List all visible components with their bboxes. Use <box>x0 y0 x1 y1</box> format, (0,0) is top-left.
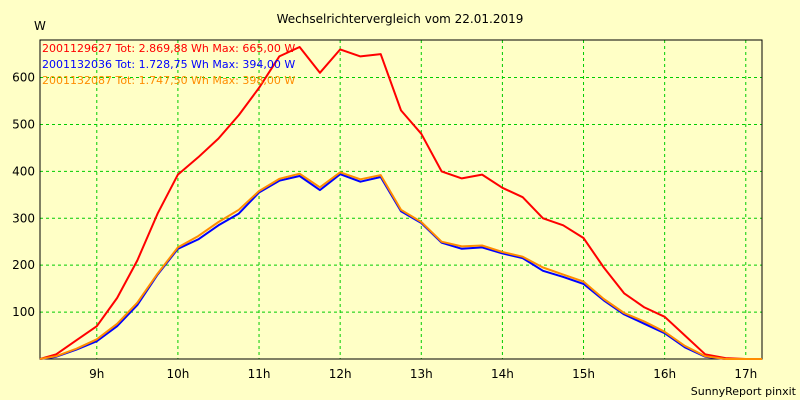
x-tick-label: 14h <box>491 367 514 381</box>
x-tick-label: 11h <box>248 367 271 381</box>
y-tick-label: 300 <box>12 211 35 225</box>
legend: 2001129627 Tot: 2.869,88 Wh Max: 665,00 … <box>42 42 295 87</box>
x-tick-label: 17h <box>734 367 757 381</box>
x-tick-label: 13h <box>410 367 433 381</box>
y-axis-label: W <box>34 19 46 33</box>
series-line-3 <box>39 171 762 360</box>
legend-entry-2: 2001132036 Tot: 1.728,75 Wh Max: 394,00 … <box>42 58 295 71</box>
series-line-1 <box>39 46 762 360</box>
plot-frame <box>39 39 763 360</box>
x-tick-label: 12h <box>329 367 352 381</box>
y-tick-label: 100 <box>12 305 35 319</box>
legend-entry-3: 2001132087 Tot: 1.747,50 Wh Max: 398,00 … <box>42 74 295 87</box>
y-tick-label: 600 <box>12 71 35 85</box>
x-tick-labels: 9h 10h 11h 12h 13h 14h 15h 16h 17h <box>89 367 757 381</box>
y-tick-label: 200 <box>12 258 35 272</box>
y-tick-labels: 100 200 300 400 500 600 <box>12 71 35 320</box>
x-tick-label: 16h <box>653 367 676 381</box>
chart-title: Wechselrichtervergleich vom 22.01.2019 <box>277 12 524 26</box>
grid <box>40 40 762 359</box>
y-tick-label: 500 <box>12 117 35 131</box>
footer-credit: SunnyReport pinxit <box>691 385 797 398</box>
series-lines <box>39 46 762 360</box>
x-tick-label: 15h <box>572 367 595 381</box>
x-tick-label: 10h <box>166 367 189 381</box>
axes <box>39 39 763 360</box>
legend-entry-1: 2001129627 Tot: 2.869,88 Wh Max: 665,00 … <box>42 42 295 55</box>
y-tick-label: 400 <box>12 164 35 178</box>
x-tick-label: 9h <box>89 367 104 381</box>
